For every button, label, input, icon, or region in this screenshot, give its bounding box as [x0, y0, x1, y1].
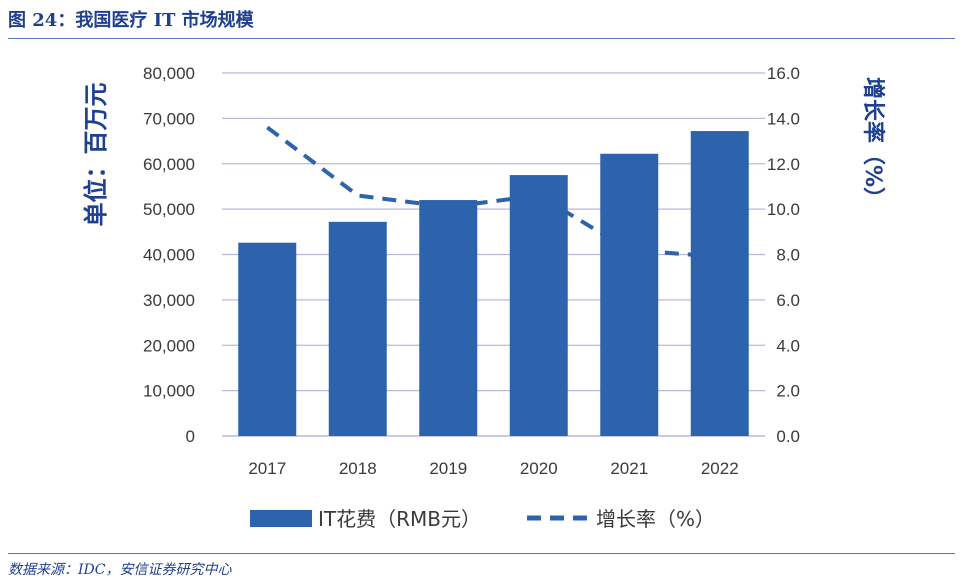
bar-it-spend-2017: [238, 242, 297, 436]
bars: [238, 131, 749, 436]
bar-it-spend-2019: [419, 200, 478, 436]
source-divider: [8, 553, 955, 554]
y-left-tick-label: 30,000: [143, 291, 195, 310]
x-tick-label: 2022: [701, 459, 739, 478]
y-left-tick-label: 10,000: [143, 382, 195, 401]
x-tick-label: 2018: [339, 459, 377, 478]
bar-it-spend-2021: [600, 153, 659, 436]
axis-ticks: 0 0.0 10,000 2.0 20,000 4.0 30,000 6.0 40,000 8.0…: [143, 64, 800, 478]
y-right-axis-title: 增长率（%）: [860, 77, 886, 209]
y-right-tick-label: 12.0: [767, 155, 800, 174]
bar-it-spend-2020: [509, 175, 568, 436]
axis-titles: 单位：百万元 增长率（%）: [82, 77, 886, 227]
y-right-tick-label: 0.0: [776, 427, 800, 446]
y-right-tick-label: 14.0: [767, 109, 800, 128]
gridlines: [222, 72, 765, 437]
legend-bar-label: IT花费（RMB元）: [318, 507, 481, 531]
title-divider: [8, 38, 955, 39]
y-left-tick-label: 80,000: [143, 64, 195, 83]
y-right-tick-label: 10.0: [767, 200, 800, 219]
y-left-tick-label: 70,000: [143, 109, 195, 128]
y-left-tick-label: 0: [186, 427, 195, 446]
x-tick-label: 2017: [248, 459, 286, 478]
x-tick-label: 2019: [429, 459, 467, 478]
legend-bar-swatch: [250, 510, 312, 527]
y-left-axis-title: 单位：百万元: [82, 83, 110, 227]
y-right-tick-label: 8.0: [776, 246, 800, 265]
bar-it-spend-2022: [690, 131, 749, 436]
figure-title: 图 24：我国医疗 IT 市场规模: [8, 10, 254, 31]
source-note: 数据来源：IDC，安信证券研究中心: [8, 562, 232, 578]
y-right-tick-label: 6.0: [776, 291, 800, 310]
legend-line-label: 增长率（%）: [596, 507, 715, 531]
x-tick-label: 2021: [610, 459, 648, 478]
y-left-tick-label: 20,000: [143, 336, 195, 355]
x-tick-label: 2020: [520, 459, 558, 478]
y-left-tick-label: 60,000: [143, 155, 195, 174]
y-left-tick-label: 50,000: [143, 200, 195, 219]
y-right-tick-label: 4.0: [776, 336, 800, 355]
growth-rate-line: [266, 125, 720, 259]
legend: IT花费（RMB元） 增长率（%）: [250, 507, 715, 531]
y-right-tick-label: 2.0: [776, 382, 800, 401]
bar-it-spend-2018: [328, 221, 387, 436]
growth-line: [266, 125, 720, 259]
y-right-tick-label: 16.0: [767, 64, 800, 83]
y-left-tick-label: 40,000: [143, 246, 195, 265]
